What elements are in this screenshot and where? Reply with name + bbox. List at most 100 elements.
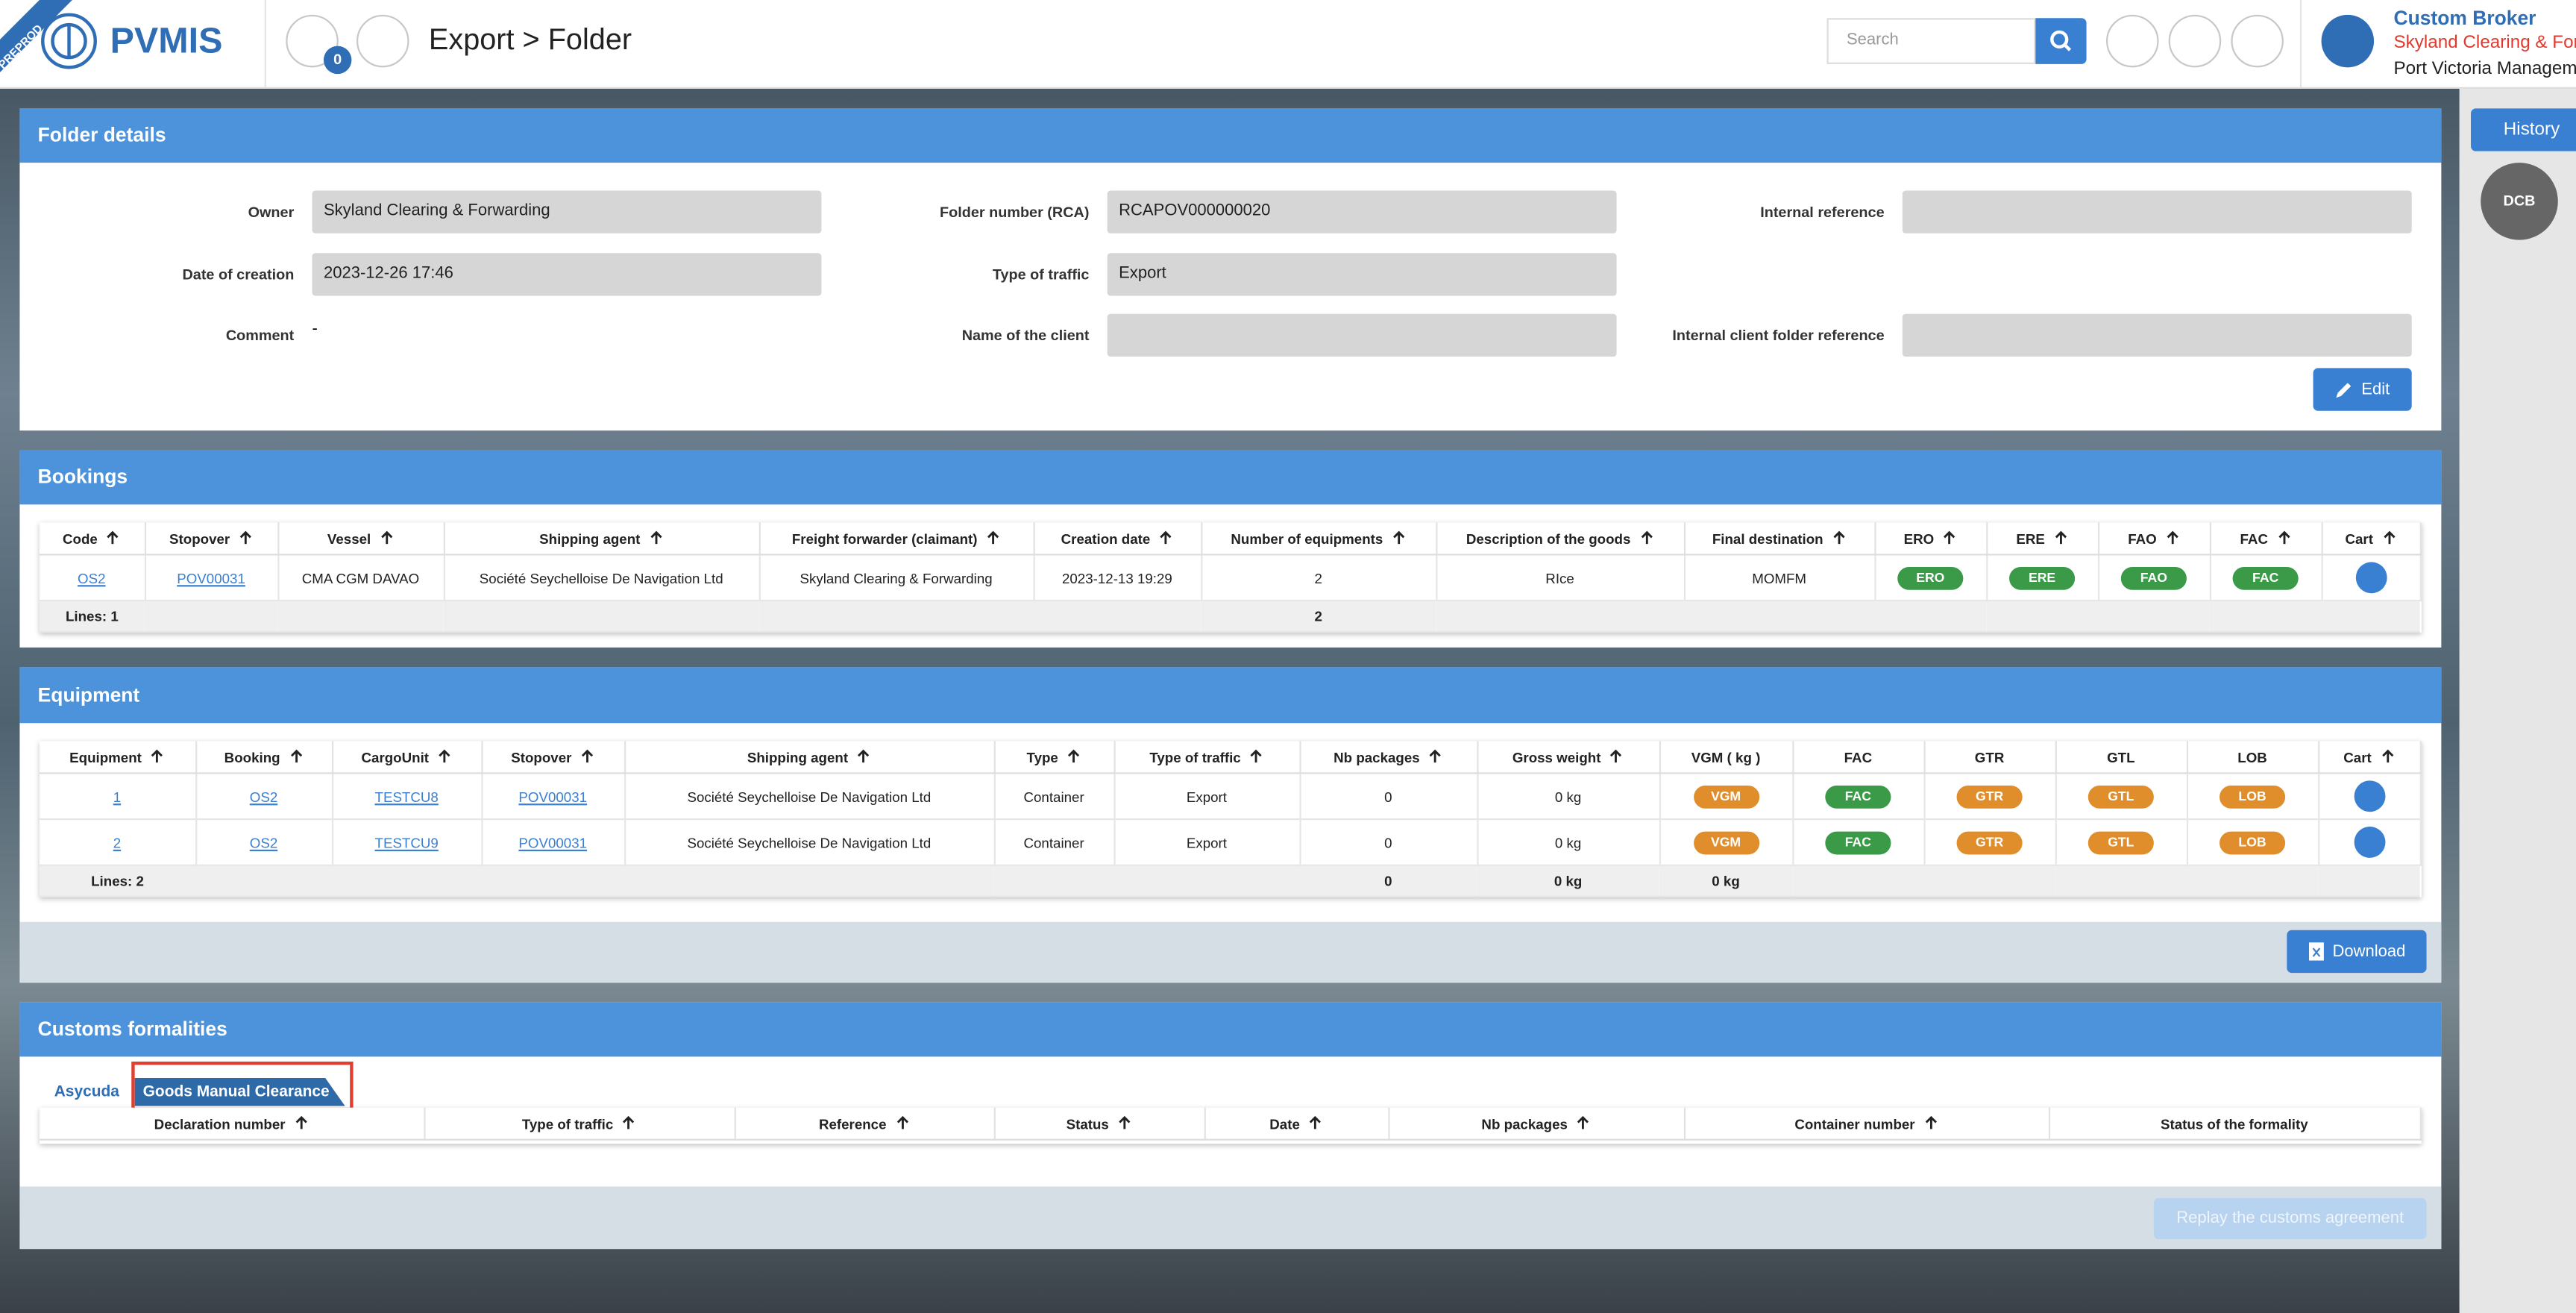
sort-arrow [650, 530, 662, 544]
sort-arrow [1160, 530, 1172, 544]
footer-cell [993, 865, 1114, 897]
info-button[interactable] [2231, 14, 2284, 68]
column-header[interactable]: Cart [2321, 522, 2421, 556]
edit-button[interactable]: Edit [2313, 368, 2412, 411]
column-header[interactable]: Description of the goods [1436, 522, 1685, 556]
column-header[interactable]: Creation date [1033, 522, 1202, 556]
status-pill[interactable]: GTR [1956, 784, 2023, 808]
sort-arrow [2055, 530, 2067, 544]
cart-button[interactable] [2353, 780, 2385, 812]
column-header[interactable]: Gross weight [1477, 741, 1660, 774]
cell-text: Skyland Clearing & Forwarding [799, 569, 993, 586]
cell: OS2 [39, 554, 145, 602]
replay-button[interactable]: Replay the customs agreement [2153, 1197, 2427, 1239]
documents-button[interactable] [286, 14, 339, 68]
footer-cell [1792, 865, 1924, 897]
field-value: RCAPOV000000020 [1119, 201, 1271, 221]
status-pill[interactable]: LOB [2219, 830, 2286, 854]
cell [2321, 554, 2421, 602]
status-pill[interactable]: FAO [2120, 565, 2187, 589]
panel-title: Customs formalities [19, 1002, 2442, 1057]
cart-button[interactable] [2354, 562, 2387, 594]
tab[interactable]: Asycuda [54, 1082, 119, 1101]
folder-details-panel: Folder details Edit Owner Skyland Clearin… [19, 108, 2442, 431]
column-header[interactable]: Vessel [277, 522, 444, 556]
column-header[interactable]: Declaration number [39, 1107, 425, 1141]
history-button[interactable]: History [2471, 108, 2576, 151]
column-header[interactable]: Stopover [144, 522, 279, 556]
status-pill[interactable]: GTL [2087, 830, 2154, 854]
cell: RIce [1436, 554, 1685, 602]
logout-button[interactable] [2106, 14, 2159, 68]
footer-cell [443, 601, 759, 633]
column-header[interactable]: FAC [2209, 522, 2322, 556]
column-header[interactable]: Nb packages [1388, 1107, 1685, 1141]
column-header[interactable]: Stopover [481, 741, 626, 774]
column-header[interactable]: Cart [2318, 741, 2421, 774]
link[interactable]: TESTCU9 [374, 833, 439, 850]
status-pill[interactable]: ERO [1897, 565, 1964, 589]
notification-count: 0 [323, 46, 352, 75]
column-header[interactable]: Nb packages [1299, 741, 1478, 774]
user-avatar[interactable] [2321, 14, 2375, 68]
link[interactable]: TESTCU8 [374, 788, 439, 805]
refresh-button[interactable] [356, 14, 409, 68]
column-header[interactable]: Booking [195, 741, 333, 774]
column-header[interactable]: Shipping agent [624, 741, 995, 774]
sort-arrow [987, 530, 999, 544]
tab-active[interactable]: Goods Manual Clearance [142, 1082, 330, 1101]
link[interactable]: POV00031 [518, 833, 588, 850]
download-button[interactable]: Download [2287, 930, 2427, 974]
column-label: Freight forwarder (claimant) [791, 530, 978, 547]
link[interactable]: 2 [113, 833, 122, 850]
column-header[interactable]: ERE [1986, 522, 2099, 556]
column-label: Equipment [69, 748, 142, 765]
column-header[interactable]: FAO [2097, 522, 2211, 556]
status-pill[interactable]: VGM [1692, 784, 1759, 808]
column-header[interactable]: CargoUnit [331, 741, 483, 774]
column-header[interactable]: Reference [734, 1107, 995, 1141]
column-header[interactable]: Date [1204, 1107, 1389, 1141]
link[interactable]: OS2 [249, 833, 278, 850]
column-header[interactable]: Shipping agent [443, 522, 760, 556]
column-header[interactable]: Code [39, 522, 145, 556]
sort-arrow [295, 1115, 307, 1129]
link[interactable]: POV00031 [177, 569, 245, 586]
status-pill[interactable]: GTL [2087, 784, 2154, 808]
panel-footer: Replay the customs agreement [19, 1186, 2442, 1250]
link[interactable]: OS2 [78, 569, 106, 586]
column-header[interactable]: ERO [1874, 522, 1988, 556]
status-pill[interactable]: FAC [2232, 565, 2299, 589]
cell: FAO [2097, 554, 2211, 602]
column-header[interactable]: Equipment [39, 741, 197, 774]
footer-cell [2097, 601, 2210, 633]
column-header[interactable]: Status [993, 1107, 1205, 1141]
avatar[interactable]: DCB [2481, 163, 2558, 240]
status-pill[interactable]: GTR [1956, 830, 2023, 854]
column-header[interactable]: Type [993, 741, 1115, 774]
status-pill[interactable]: LOB [2219, 784, 2286, 808]
field-label: Name of the client [961, 327, 1090, 344]
link[interactable]: OS2 [249, 788, 278, 805]
field-value: - [312, 320, 318, 339]
column-header[interactable]: Number of equipments [1201, 522, 1437, 556]
column-header[interactable]: Type of traffic [424, 1107, 735, 1141]
search-button[interactable] [2035, 18, 2087, 64]
status-pill[interactable]: ERE [2009, 565, 2076, 589]
sort-arrow [1577, 1115, 1589, 1129]
column-label: FAC [2240, 530, 2268, 547]
footer-cell [2055, 865, 2187, 897]
column-header[interactable]: Freight forwarder (claimant) [758, 522, 1034, 556]
link[interactable]: POV00031 [518, 788, 588, 805]
link[interactable]: 1 [113, 788, 122, 805]
settings-button[interactable] [2168, 14, 2222, 68]
footer-cell [2209, 601, 2322, 633]
status-pill[interactable]: VGM [1692, 830, 1759, 854]
column-header[interactable]: Type of traffic [1113, 741, 1301, 774]
column-header[interactable]: Container number [1683, 1107, 2050, 1141]
status-pill[interactable]: FAC [1825, 784, 1891, 808]
status-pill[interactable]: FAC [1825, 830, 1891, 854]
cart-button[interactable] [2353, 827, 2385, 858]
search-input[interactable]: Search [1826, 18, 2036, 64]
column-header[interactable]: Final destination [1683, 522, 1876, 556]
